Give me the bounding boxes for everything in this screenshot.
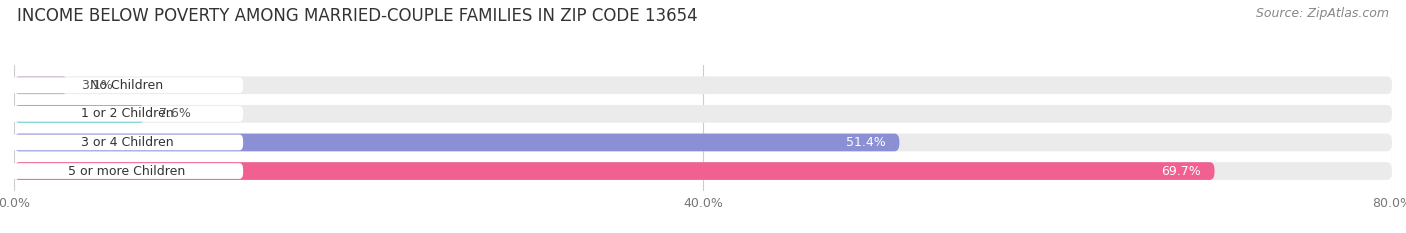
FancyBboxPatch shape: [11, 163, 243, 179]
FancyBboxPatch shape: [14, 105, 1392, 123]
FancyBboxPatch shape: [14, 134, 900, 151]
FancyBboxPatch shape: [14, 105, 145, 123]
Text: 1 or 2 Children: 1 or 2 Children: [80, 107, 173, 120]
FancyBboxPatch shape: [11, 77, 243, 93]
FancyBboxPatch shape: [11, 135, 243, 150]
Text: No Children: No Children: [90, 79, 163, 92]
Text: 5 or more Children: 5 or more Children: [69, 164, 186, 178]
Text: 3 or 4 Children: 3 or 4 Children: [80, 136, 173, 149]
FancyBboxPatch shape: [14, 76, 1392, 94]
FancyBboxPatch shape: [14, 76, 67, 94]
Text: 7.6%: 7.6%: [159, 107, 191, 120]
Text: 69.7%: 69.7%: [1161, 164, 1201, 178]
Text: 3.1%: 3.1%: [82, 79, 112, 92]
Text: Source: ZipAtlas.com: Source: ZipAtlas.com: [1256, 7, 1389, 20]
FancyBboxPatch shape: [11, 106, 243, 122]
FancyBboxPatch shape: [14, 134, 1392, 151]
FancyBboxPatch shape: [14, 162, 1392, 180]
Text: 51.4%: 51.4%: [846, 136, 886, 149]
FancyBboxPatch shape: [14, 162, 1215, 180]
Text: INCOME BELOW POVERTY AMONG MARRIED-COUPLE FAMILIES IN ZIP CODE 13654: INCOME BELOW POVERTY AMONG MARRIED-COUPL…: [17, 7, 697, 25]
